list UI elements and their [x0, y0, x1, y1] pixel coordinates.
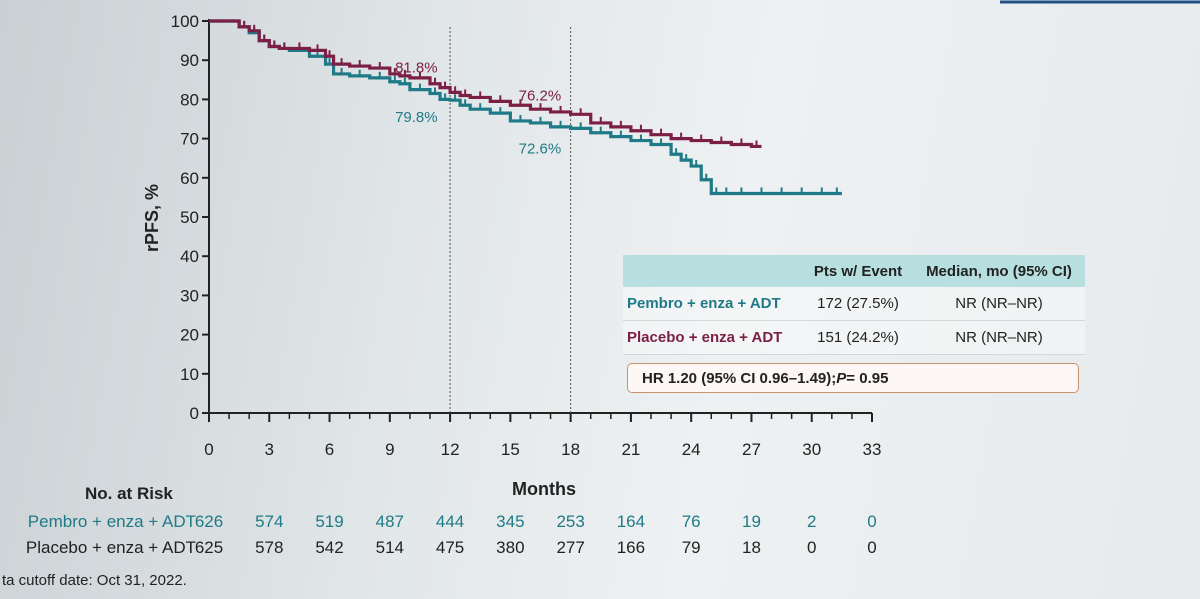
hr-text: HR 1.20 (95% CI 0.96–1.49);: [642, 369, 837, 387]
survival-curves: [209, 19, 842, 196]
x-tick-label: 24: [682, 440, 701, 459]
risk-count: 79: [682, 538, 701, 557]
risk-count: 625: [195, 538, 223, 557]
risk-count: 253: [556, 512, 584, 531]
summary-table: Pts w/ Event Median, mo (95% CI) Pembro …: [623, 255, 1085, 393]
risk-count: 444: [436, 512, 464, 531]
risk-count: 0: [807, 538, 816, 557]
risk-table-title: No. at Risk: [85, 484, 173, 503]
hr-p-value: = 0.95: [846, 369, 889, 387]
y-tick-label: 90: [180, 51, 199, 70]
summary-row-placebo: Placebo + enza + ADT 151 (24.2%) NR (NR–…: [623, 321, 1085, 355]
x-tick-label: 21: [621, 440, 640, 459]
annotation-label: 72.6%: [519, 140, 562, 157]
x-tick-label: 27: [742, 440, 761, 459]
risk-count: 380: [496, 538, 524, 557]
x-tick-label: 18: [561, 440, 580, 459]
y-tick-label: 50: [180, 208, 199, 227]
risk-count: 514: [376, 538, 404, 557]
x-tick-label: 12: [441, 440, 460, 459]
risk-count: 166: [617, 538, 645, 557]
risk-count: 487: [376, 512, 404, 531]
x-tick-label: 3: [265, 440, 274, 459]
y-tick-label: 70: [180, 130, 199, 149]
risk-count: 345: [496, 512, 524, 531]
risk-count: 18: [742, 538, 761, 557]
risk-count: 519: [315, 512, 343, 531]
summary-row-events: 151 (24.2%): [817, 329, 899, 346]
summary-row-label: Pembro + enza + ADT: [627, 295, 781, 312]
annotations: 81.8% 79.8% 76.2% 72.6%: [395, 59, 561, 157]
risk-count: 277: [556, 538, 584, 557]
y-tick-label: 100: [171, 12, 199, 31]
risk-count: 542: [315, 538, 343, 557]
risk-count: 0: [867, 538, 876, 557]
summary-row-events: 172 (27.5%): [817, 295, 899, 312]
risk-count: 578: [255, 538, 283, 557]
risk-count: 0: [867, 512, 876, 531]
risk-count: 19: [742, 512, 761, 531]
y-tick-label: 20: [180, 326, 199, 345]
annotation-label: 79.8%: [395, 109, 438, 126]
risk-count: 626: [195, 512, 223, 531]
x-tick-label: 33: [863, 440, 882, 459]
survival-curve: [209, 19, 762, 149]
risk-count: 475: [436, 538, 464, 557]
summary-header-events: Pts w/ Event: [813, 262, 903, 280]
y-tick-label: 40: [180, 247, 199, 266]
y-tick-label: 0: [190, 404, 199, 423]
x-tick-label: 15: [501, 440, 520, 459]
reference-lines: [449, 27, 572, 413]
axes: 0 10 20 30 40 50 60 70 80 90 100 0 3 6 9 12 15 18 21 24 27 30…: [171, 12, 882, 459]
annotation-label: 76.2%: [519, 87, 562, 104]
risk-row-label: Placebo + enza + ADT: [26, 538, 196, 557]
summary-row-median: NR (NR–NR): [955, 329, 1043, 346]
x-tick-label: 0: [204, 440, 213, 459]
x-tick-label: 9: [385, 440, 394, 459]
y-tick-label: 30: [180, 286, 199, 305]
survival-curve: [209, 19, 842, 196]
risk-count: 164: [617, 512, 645, 531]
x-axis-title: Months: [512, 479, 576, 499]
x-tick-label: 30: [802, 440, 821, 459]
summary-header-median: Median, mo (95% CI): [926, 262, 1072, 280]
summary-row-label: Placebo + enza + ADT: [627, 329, 783, 346]
y-tick-label: 60: [180, 169, 199, 188]
x-tick-label: 6: [325, 440, 334, 459]
summary-header: Pts w/ Event Median, mo (95% CI): [623, 255, 1085, 287]
hazard-ratio-box: HR 1.20 (95% CI 0.96–1.49); P = 0.95: [627, 363, 1079, 393]
footnote: ta cutoff date: Oct 31, 2022.: [2, 572, 187, 589]
risk-count: 2: [807, 512, 816, 531]
risk-row-label: Pembro + enza + ADT: [28, 512, 196, 531]
y-axis-title: rPFS, %: [142, 184, 162, 252]
summary-row-pembro: Pembro + enza + ADT 172 (27.5%) NR (NR–N…: [623, 287, 1085, 321]
summary-row-median: NR (NR–NR): [955, 295, 1043, 312]
risk-count: 76: [682, 512, 701, 531]
annotation-label: 81.8%: [395, 59, 438, 76]
risk-count: 574: [255, 512, 283, 531]
hr-p-symbol: P: [836, 369, 847, 387]
y-tick-label: 10: [180, 365, 199, 384]
y-tick-label: 80: [180, 90, 199, 109]
